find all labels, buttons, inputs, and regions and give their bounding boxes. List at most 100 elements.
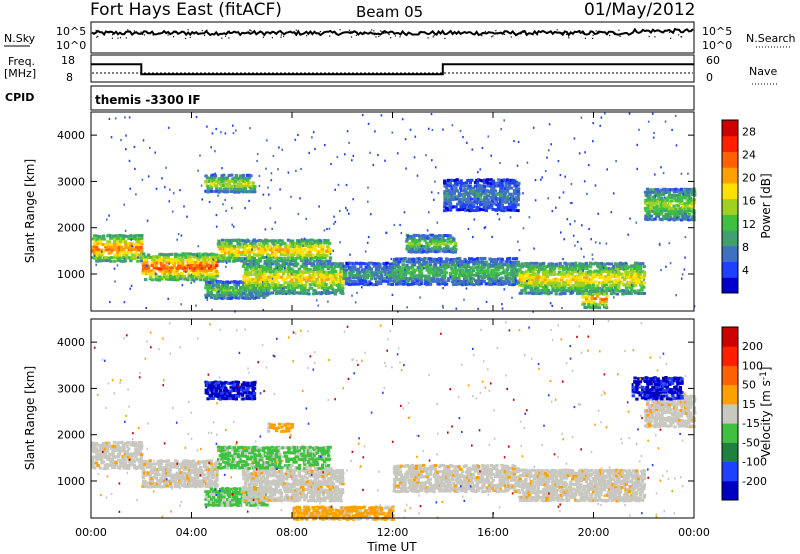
echo-cell	[455, 181, 459, 185]
noise-cell	[300, 167, 302, 171]
echo-cell	[564, 289, 569, 293]
noise-cell	[330, 163, 332, 166]
echo-cell	[509, 208, 513, 212]
nsky-dot	[184, 37, 187, 40]
echo-cell	[595, 289, 600, 293]
nsky-dot	[155, 33, 157, 35]
echo-cell	[617, 264, 621, 268]
echo-cell	[310, 286, 314, 290]
echo-cell	[220, 245, 224, 249]
echo-cell	[656, 209, 660, 213]
echo-cell	[211, 482, 215, 486]
echo-cell	[643, 190, 648, 194]
echo-cell	[242, 184, 246, 188]
echo-cell	[177, 264, 181, 268]
echo-cell	[208, 283, 212, 287]
echo-cell	[98, 256, 102, 260]
echo-cell	[259, 270, 264, 274]
echo-cell	[211, 176, 215, 180]
echo-cell	[584, 286, 588, 289]
echo-cell	[145, 481, 149, 485]
noise-cell	[267, 186, 269, 189]
echo-cell	[383, 268, 388, 272]
echo-cell	[681, 190, 686, 194]
echo-cell	[423, 234, 427, 238]
echo-cell	[93, 244, 97, 248]
echo-cell	[685, 198, 689, 202]
echo-cell	[154, 264, 158, 268]
echo-cell	[595, 269, 599, 273]
noise-cell	[264, 228, 267, 231]
echo-cell	[290, 283, 294, 287]
echo-cell	[665, 215, 669, 219]
echo-cell	[218, 503, 222, 507]
echo-cell	[450, 258, 454, 262]
echo-cell	[244, 251, 248, 255]
echo-cell	[601, 275, 605, 279]
echo-cell	[104, 441, 108, 445]
echo-cell	[453, 259, 458, 263]
echo-cell	[254, 291, 258, 295]
nsky-dot	[559, 33, 561, 35]
echo-cell	[96, 457, 100, 461]
echo-cell	[464, 266, 468, 269]
echo-cell	[607, 262, 612, 266]
echo-cell	[152, 270, 156, 274]
echo-cell	[238, 288, 243, 292]
echo-cell	[161, 468, 165, 472]
echo-cell	[179, 482, 183, 485]
echo-cell	[116, 447, 121, 451]
echo-cell	[267, 292, 271, 296]
noise-cell	[146, 219, 149, 222]
echo-cell	[534, 268, 538, 271]
noise-cell	[636, 143, 638, 146]
echo-cell	[484, 181, 488, 185]
echo-cell	[120, 234, 124, 238]
echo-cell	[297, 254, 302, 258]
echo-cell	[400, 282, 404, 286]
echo-cell	[184, 255, 188, 259]
noise-cell	[327, 300, 329, 303]
echo-cell	[638, 267, 643, 271]
echo-cell	[303, 283, 307, 287]
echo-cell	[341, 292, 345, 295]
echo-cell	[351, 279, 355, 283]
echo-cell	[101, 234, 106, 238]
nsky-dot	[111, 37, 113, 39]
echo-cell	[326, 275, 330, 279]
echo-cell	[461, 206, 465, 210]
echo-cell	[484, 195, 489, 199]
nsky-dot	[480, 33, 482, 35]
echo-cell	[305, 291, 309, 295]
noise-cell	[212, 258, 214, 261]
echo-cell	[295, 262, 300, 266]
echo-cell	[482, 190, 487, 193]
echo-cell	[398, 277, 402, 281]
echo-cell	[409, 282, 413, 286]
echo-cell	[141, 271, 145, 275]
echo-cell	[664, 196, 668, 200]
echo-cell	[118, 240, 123, 243]
echo-cell	[322, 281, 327, 285]
echo-cell	[289, 262, 293, 266]
echo-cell	[96, 242, 100, 246]
echo-cell	[588, 273, 592, 277]
echo-cell	[449, 240, 454, 244]
echo-cell	[249, 174, 253, 178]
noise-cell	[297, 133, 299, 137]
nave-label: Nave	[749, 65, 777, 78]
echo-cell	[529, 261, 533, 265]
echo-cell	[494, 274, 499, 278]
echo-cell	[479, 282, 483, 286]
noise-cell	[635, 221, 638, 224]
echo-cell	[268, 267, 273, 271]
echo-cell	[123, 240, 128, 244]
echo-cell	[561, 275, 565, 279]
echo-cell	[469, 277, 474, 280]
echo-cell	[344, 274, 348, 278]
echo-cell	[244, 288, 248, 292]
echo-cell	[654, 198, 659, 202]
echo-cell	[240, 187, 244, 191]
echo-cell	[444, 257, 449, 261]
echo-cell	[197, 479, 201, 483]
